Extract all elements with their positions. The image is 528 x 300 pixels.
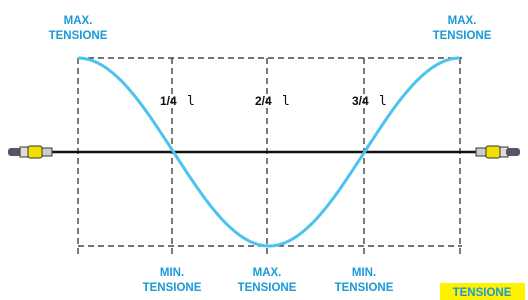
- top-label: TENSIONE: [433, 30, 492, 42]
- length-symbol: l: [187, 94, 195, 109]
- dashed-grid: [78, 58, 462, 258]
- fraction: 2/4: [255, 94, 272, 108]
- fraction: 1/4: [160, 94, 177, 108]
- top-label: TENSIONE: [49, 30, 108, 42]
- bottom-label: MIN.: [352, 267, 376, 279]
- top-label: MAX.: [64, 15, 93, 27]
- bottom-label: MAX.: [253, 267, 282, 279]
- diagram: TENSIONE MAX. TENSIONE MAX. TENSIONE 1/4 l 2/4…: [0, 0, 528, 300]
- length-symbol: l: [379, 94, 387, 109]
- fraction: 3/4: [352, 94, 369, 108]
- top-label: MAX.: [448, 15, 477, 27]
- bottom-label: TENSIONE: [143, 282, 202, 294]
- bottom-label: TENSIONE: [238, 282, 297, 294]
- legend: TENSIONE: [453, 287, 512, 299]
- bottom-label: TENSIONE: [335, 282, 394, 294]
- right-connector: [476, 146, 520, 158]
- length-symbol: l: [282, 94, 290, 109]
- left-connector: [8, 146, 52, 158]
- bottom-label: MIN.: [160, 267, 184, 279]
